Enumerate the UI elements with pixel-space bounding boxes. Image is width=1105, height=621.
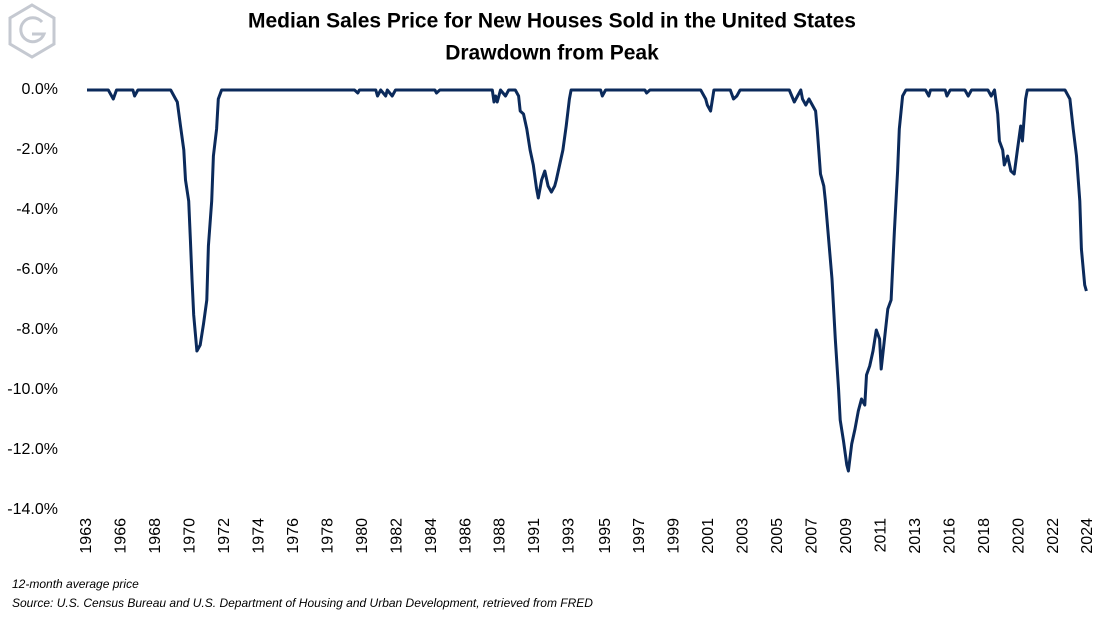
- x-tick-label: 1968: [147, 518, 164, 554]
- x-tick-label: 1991: [526, 518, 543, 554]
- x-tick-label: 2003: [735, 518, 752, 554]
- y-tick-label: -6.0%: [16, 261, 58, 278]
- y-tick-label: -12.0%: [7, 441, 58, 458]
- chart-title: Median Sales Price for New Houses Sold i…: [248, 10, 856, 33]
- x-tick-label: 2005: [769, 518, 786, 554]
- chart-subtitle: Drawdown from Peak: [445, 42, 659, 65]
- logo: [8, 3, 56, 59]
- source: Source: U.S. Census Bureau and U.S. Depa…: [12, 596, 593, 610]
- x-tick-label: 2001: [700, 518, 717, 554]
- y-tick-label: -14.0%: [7, 501, 58, 518]
- x-tick-label: 2016: [941, 518, 958, 554]
- note: 12-month average price: [12, 577, 139, 591]
- x-tick-label: 1963: [78, 518, 95, 554]
- line: [87, 88, 1088, 473]
- x-tick-label: 2024: [1079, 518, 1096, 554]
- x-tick-label: 2013: [907, 518, 924, 554]
- y-tick-label: -4.0%: [16, 201, 58, 218]
- x-tick-label: 1974: [251, 518, 268, 554]
- x-tick-label: 1995: [597, 518, 614, 554]
- y-tick-label: -2.0%: [16, 141, 58, 158]
- x-tick-label: 1997: [631, 518, 648, 554]
- x-tick-label: 2022: [1045, 518, 1062, 554]
- y-tick-label: -8.0%: [16, 321, 58, 338]
- x-tick-label: 1993: [561, 518, 578, 554]
- y-tick-label: 0.0%: [22, 81, 58, 98]
- x-tick-label: 2009: [838, 518, 855, 554]
- x-tick-label: 1988: [492, 518, 509, 554]
- x-tick-label: 1986: [457, 518, 474, 554]
- y-tick-label: -10.0%: [7, 381, 58, 398]
- x-tick-label: 2018: [976, 518, 993, 554]
- x-tick-label: 1978: [319, 518, 336, 554]
- x-tick-label: 1984: [423, 518, 440, 554]
- x-tick-label: 1982: [388, 518, 405, 554]
- x-tick-label: 1970: [182, 518, 199, 554]
- x-tick-label: 2011: [872, 518, 889, 553]
- x-tick-label: 1976: [285, 518, 302, 554]
- x-tick-label: 1966: [113, 518, 130, 554]
- x-tick-label: 2007: [804, 518, 821, 554]
- x-tick-label: 1980: [354, 518, 371, 554]
- x-tick-label: 1972: [216, 518, 233, 554]
- x-tick-label: 2020: [1010, 518, 1027, 554]
- x-tick-label: 1999: [666, 518, 683, 554]
